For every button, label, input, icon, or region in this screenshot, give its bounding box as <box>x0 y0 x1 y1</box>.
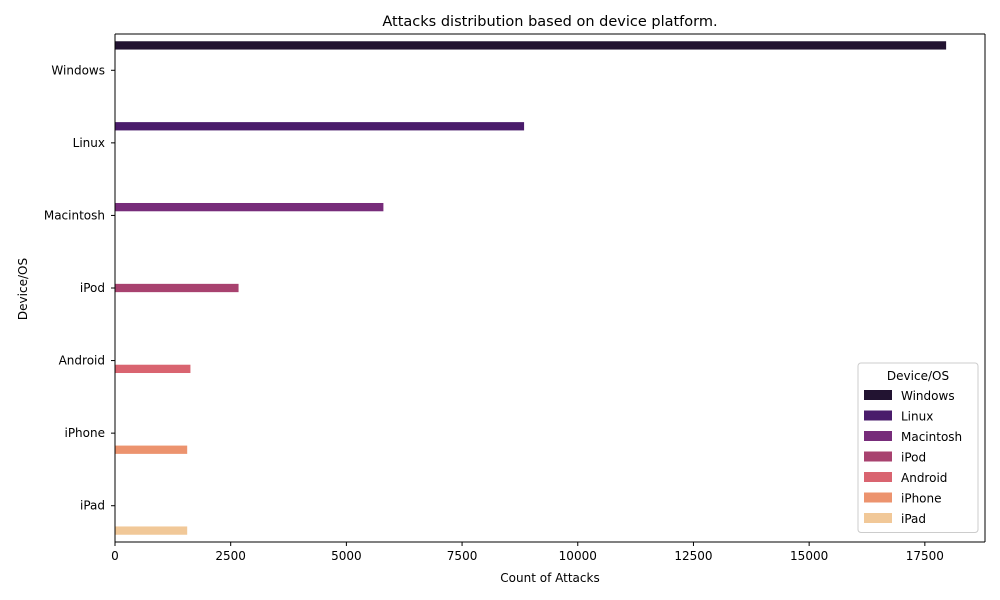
x-tick-label: 0 <box>111 549 119 563</box>
bars-layer <box>115 41 947 535</box>
y-tick-label: iPhone <box>64 426 105 440</box>
legend-swatch <box>864 390 892 400</box>
bar-android <box>115 364 191 374</box>
y-tick-label: iPod <box>80 281 105 295</box>
legend-label: iPod <box>901 451 926 465</box>
bar-macintosh <box>115 202 384 212</box>
y-tick-label: Linux <box>73 136 105 150</box>
legend-box <box>857 362 979 533</box>
y-tick-label: Android <box>59 354 105 368</box>
bar-ipod <box>115 283 239 293</box>
legend-swatch <box>864 410 892 421</box>
y-axis-title: Device/OS <box>16 258 30 320</box>
bar-linux <box>115 122 525 131</box>
bar-iphone <box>115 445 188 454</box>
legend-label: iPhone <box>901 492 942 506</box>
chart-title: Attacks distribution based on device pla… <box>382 14 717 30</box>
legend-label: iPad <box>901 512 926 526</box>
x-tick-label: 10000 <box>559 549 597 563</box>
legend-label: Windows <box>901 389 955 403</box>
legend-swatch <box>864 472 892 482</box>
bar-ipad <box>115 526 188 535</box>
y-tick-label: Windows <box>51 63 105 77</box>
x-tick-label: 2500 <box>215 549 246 563</box>
legend-label: Linux <box>901 410 933 424</box>
x-tick-label: 17500 <box>906 549 944 563</box>
x-tick-label: 7500 <box>447 549 478 563</box>
x-tick-label: 15000 <box>790 549 828 563</box>
y-tick-label: Macintosh <box>44 208 105 222</box>
x-tick-label: 12500 <box>674 549 712 563</box>
y-tick-label: iPad <box>80 499 105 513</box>
legend-swatch <box>864 513 892 523</box>
axes-layer: 0 2500 5000 7500 10000 12500 15000 17500 Windows… <box>44 33 986 563</box>
legend-swatch <box>864 431 892 441</box>
x-tick-label: 5000 <box>331 549 362 563</box>
legend-swatch <box>864 451 892 462</box>
legend-label: Macintosh <box>901 430 962 444</box>
legend-title: Device/OS <box>887 369 949 383</box>
legend-label: Android <box>901 471 947 485</box>
bar-windows <box>115 41 947 50</box>
x-axis-title: Count of Attacks <box>500 571 599 585</box>
legend: Device/OS Windows Linux Macintosh iPod Androi… <box>857 362 979 533</box>
legend-swatch <box>864 492 892 503</box>
